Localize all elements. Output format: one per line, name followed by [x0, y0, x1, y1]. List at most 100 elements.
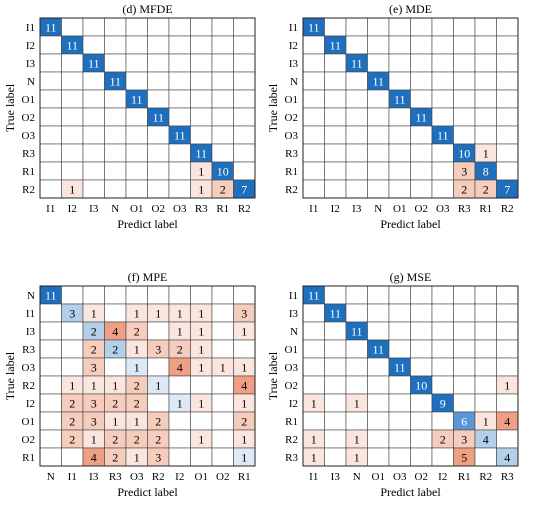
y-tick-label: I3 [26, 58, 36, 70]
matrix-cell [104, 107, 127, 127]
matrix-cell [388, 125, 411, 145]
cell-value: 2 [134, 433, 140, 447]
y-tick-label: O3 [285, 362, 299, 374]
cell-value: 2 [440, 433, 446, 447]
matrix-cell [496, 303, 519, 323]
matrix-cell [367, 357, 390, 377]
matrix-cell [388, 107, 411, 127]
cell-value: 8 [483, 165, 489, 179]
matrix-cell [388, 303, 411, 323]
matrix-cell [168, 429, 191, 449]
x-axis-label: Predict label [117, 217, 178, 231]
matrix-cell [388, 393, 411, 413]
x-tick-label: O1 [372, 471, 385, 483]
cell-value: 2 [155, 415, 161, 429]
matrix-cell [431, 161, 454, 181]
matrix-cell [104, 303, 127, 323]
x-tick-label: R2 [501, 203, 514, 215]
matrix-cell [410, 303, 433, 323]
matrix-cell [211, 429, 234, 449]
cell-value: 1 [177, 397, 183, 411]
y-tick-label: O2 [285, 112, 298, 124]
cell-value: 11 [109, 75, 121, 89]
matrix-cell [302, 303, 325, 323]
x-tick-label: O3 [436, 203, 450, 215]
matrix-cell [61, 53, 84, 73]
matrix-border [39, 285, 256, 467]
matrix-cell [324, 447, 347, 467]
matrix-cell [302, 89, 325, 109]
matrix-cell [211, 303, 234, 323]
matrix-cell [474, 125, 497, 145]
matrix-cell [388, 161, 411, 181]
matrix-cell [324, 179, 347, 199]
matrix-cell [39, 339, 62, 359]
x-tick-label: R2 [152, 471, 165, 483]
cell-value: 1 [134, 343, 140, 357]
matrix-cell [168, 285, 191, 305]
matrix-cell [367, 321, 390, 341]
matrix-cell [367, 161, 390, 181]
matrix-cell [453, 35, 476, 55]
matrix-cell [388, 411, 411, 431]
matrix-cell [168, 17, 191, 37]
matrix-cell [190, 285, 213, 305]
cell-value: 1 [198, 183, 204, 197]
matrix-cell [410, 161, 433, 181]
matrix-cell [302, 179, 325, 199]
matrix-cell [61, 143, 84, 163]
matrix-cell [211, 107, 234, 127]
y-tick-label: R1 [285, 416, 298, 428]
cell-value: 11 [415, 111, 427, 125]
matrix-cell [39, 303, 62, 323]
cell-value: 9 [440, 397, 446, 411]
matrix-cell [367, 375, 390, 395]
matrix-cell [211, 393, 234, 413]
cell-value: 4 [504, 451, 510, 465]
x-tick-label: O3 [130, 471, 144, 483]
cell-value: 1 [69, 183, 75, 197]
matrix-cell [324, 71, 347, 91]
matrix-cell [431, 107, 454, 127]
matrix-cell [367, 303, 390, 323]
matrix-cell [147, 35, 170, 55]
matrix-cell [104, 179, 127, 199]
cell-value: 1 [241, 433, 247, 447]
x-tick-label: R3 [501, 471, 514, 483]
matrix-cell [168, 447, 191, 467]
y-tick-label: R3 [22, 344, 35, 356]
matrix-cell [39, 35, 62, 55]
x-tick-label: O1 [393, 203, 406, 215]
matrix-cell [147, 285, 170, 305]
matrix-cell [190, 107, 213, 127]
matrix-cell [410, 71, 433, 91]
matrix-cell [410, 321, 433, 341]
matrix-cell [302, 71, 325, 91]
matrix-cell [104, 35, 127, 55]
matrix-cell [233, 339, 256, 359]
cell-value: 3 [91, 361, 97, 375]
matrix-cell [345, 161, 368, 181]
cell-value: 1 [483, 415, 489, 429]
matrix-cell [190, 35, 213, 55]
x-tick-label: N [111, 203, 119, 215]
matrix-cell [496, 53, 519, 73]
y-tick-label: O3 [22, 362, 36, 374]
matrix-cell [125, 53, 148, 73]
matrix-cell [39, 375, 62, 395]
matrix-cell [82, 71, 105, 91]
matrix-cell [367, 179, 390, 199]
cell-value: 11 [351, 57, 363, 71]
matrix-cell [125, 125, 148, 145]
matrix-cell [233, 285, 256, 305]
matrix-cell [345, 357, 368, 377]
matrix-cell [190, 411, 213, 431]
matrix-cell [345, 143, 368, 163]
cell-value: 3 [155, 451, 161, 465]
matrix-cell [388, 179, 411, 199]
matrix-border [302, 17, 519, 199]
matrix-cell [147, 357, 170, 377]
y-tick-label: N [27, 76, 35, 88]
matrix-cell [431, 285, 454, 305]
y-tick-label: R3 [22, 148, 35, 160]
